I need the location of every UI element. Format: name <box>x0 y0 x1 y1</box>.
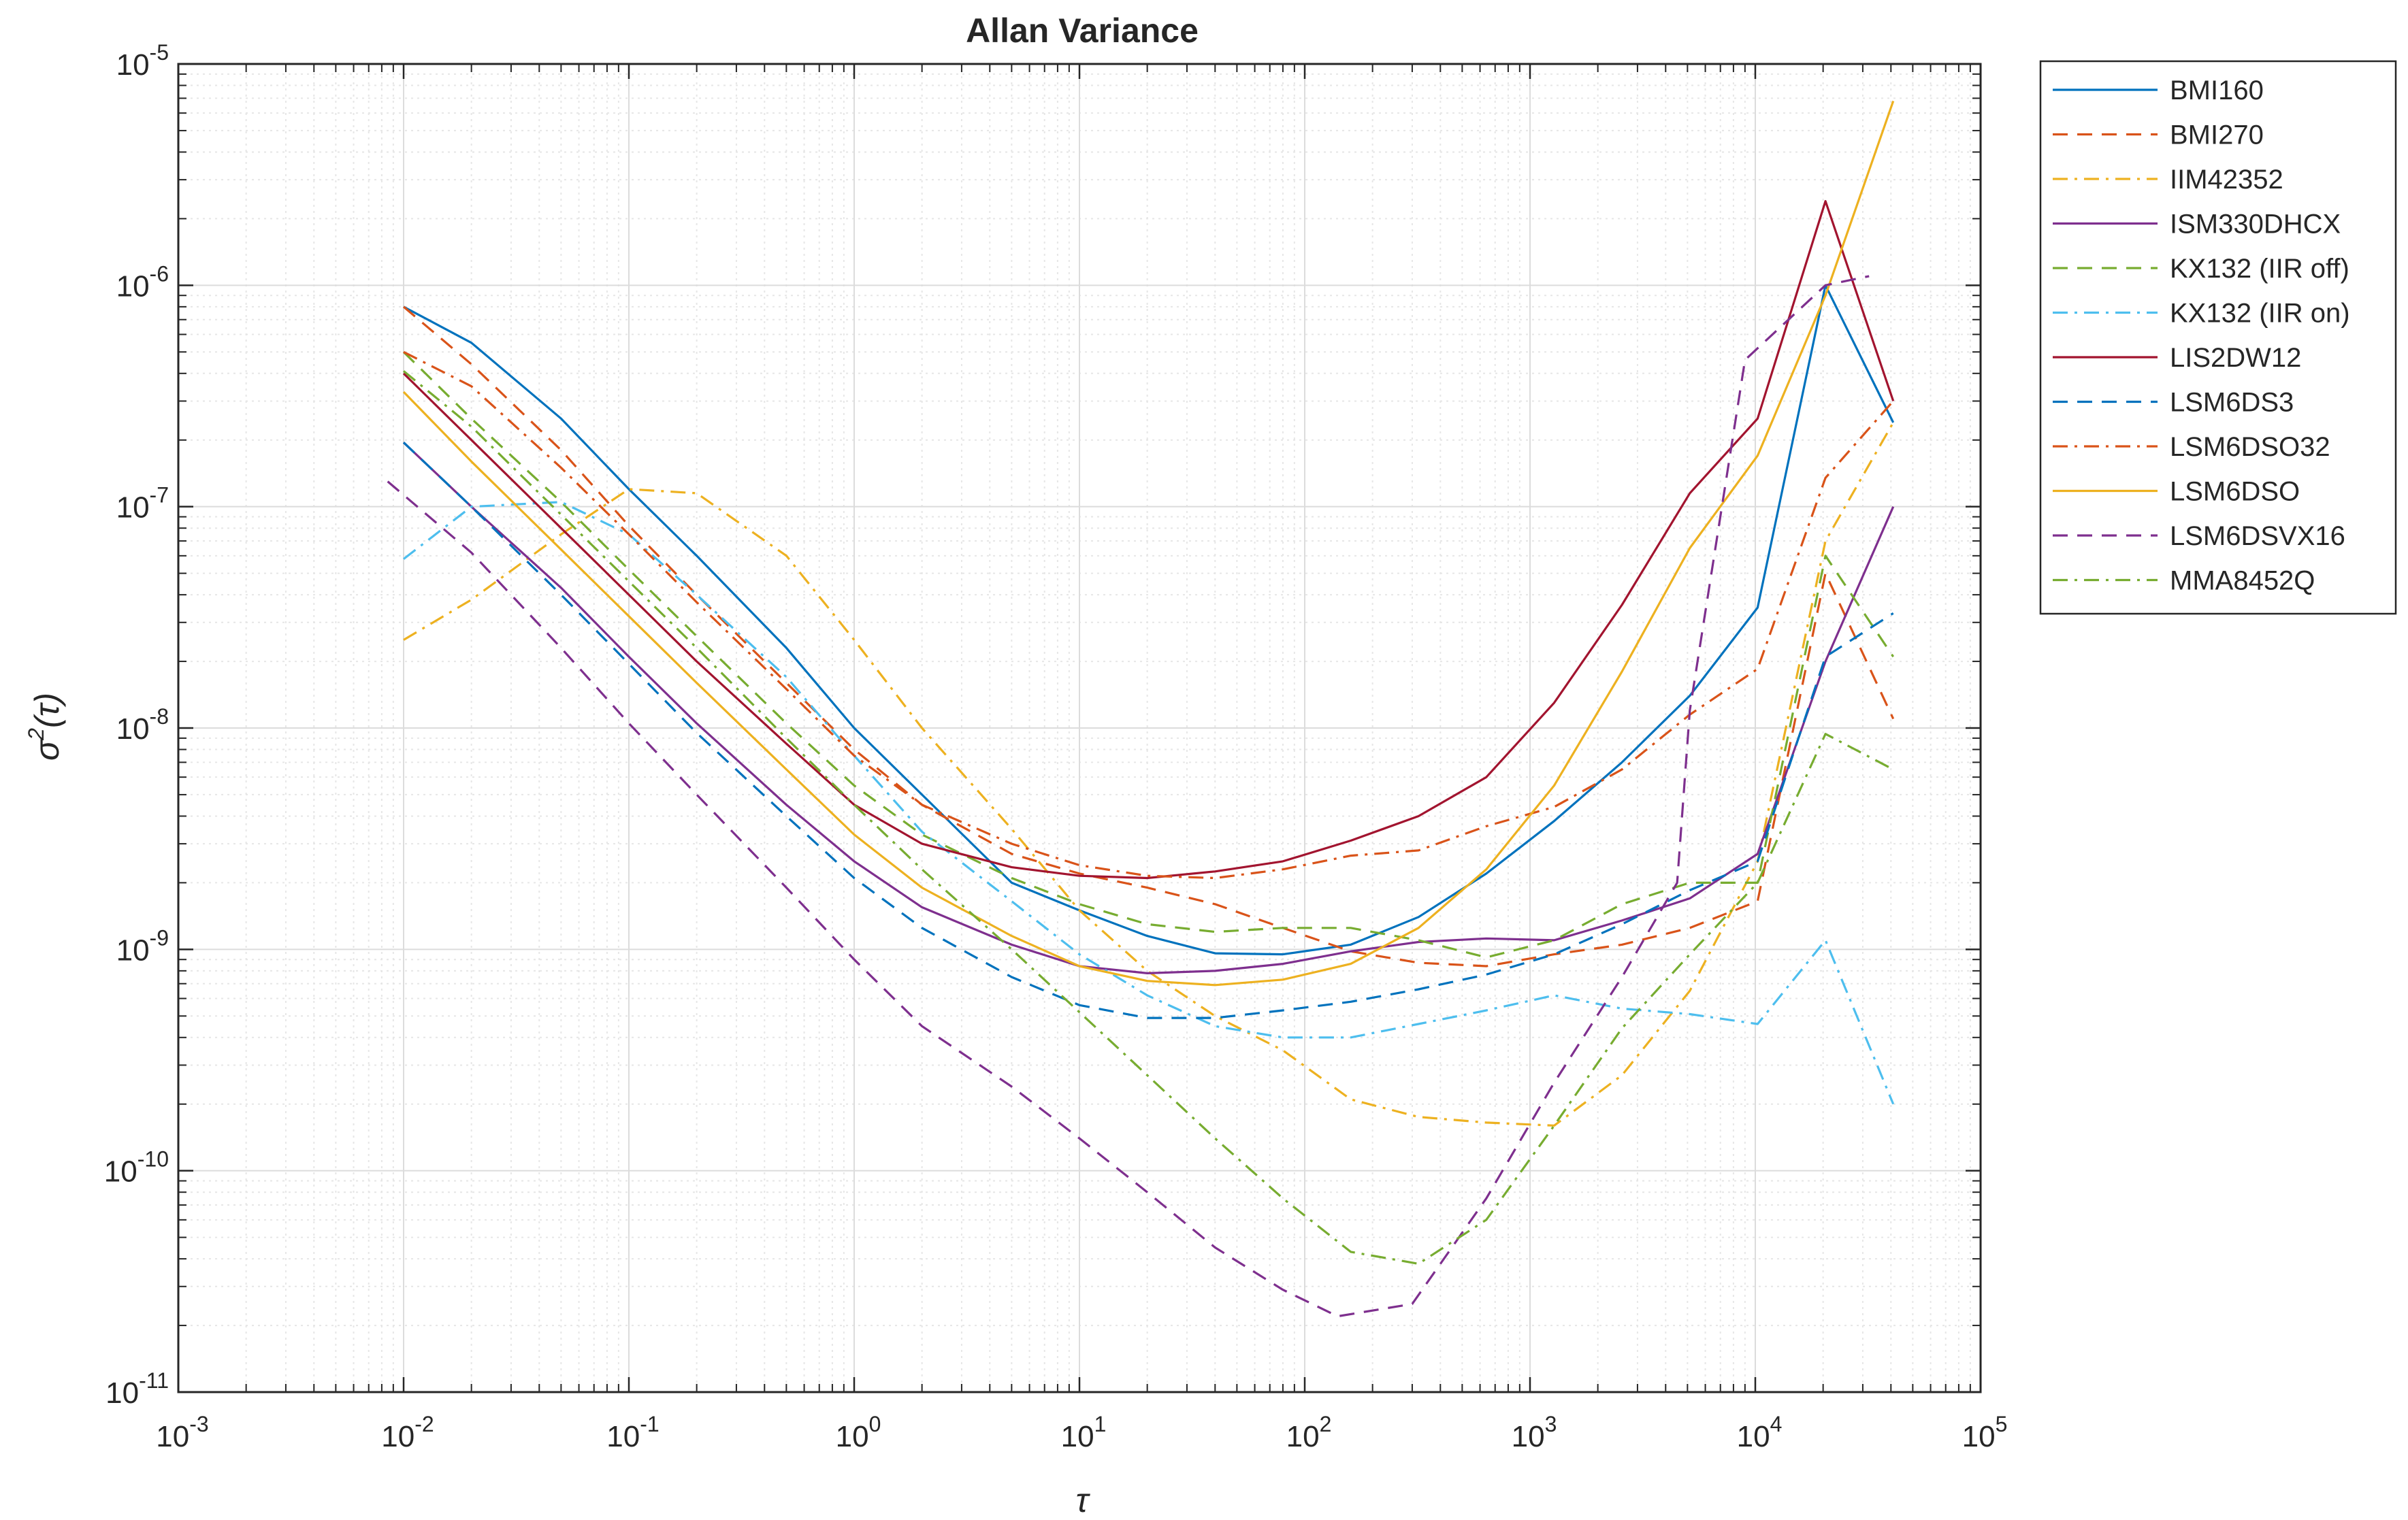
y-tick-exponent: -11 <box>139 1368 169 1393</box>
x-tick-label: 102 <box>1286 1412 1332 1453</box>
plot-lines <box>387 100 1895 1318</box>
y-tick-exponent: -7 <box>150 483 169 508</box>
x-tick-label: 10-1 <box>606 1412 659 1453</box>
legend-label-lis2dw12: LIS2DW12 <box>2170 343 2301 373</box>
y-tick-label: 10-7 <box>116 483 169 525</box>
x-tick-exponent: 5 <box>1996 1412 2008 1436</box>
y-tick-base: 10 <box>116 934 150 967</box>
series-line-lsm6dsvx16 <box>387 275 1870 1318</box>
y-axis-label: σ2(τ) <box>24 693 66 761</box>
y-tick-label: 10-10 <box>104 1147 169 1189</box>
series-line-bmi270 <box>402 305 1895 968</box>
y-axis-label-exponent: 2 <box>24 728 48 741</box>
x-tick-exponent: -1 <box>640 1412 659 1436</box>
series-line-kx132-iir-on <box>403 501 1895 1105</box>
y-tick-exponent: -10 <box>137 1147 169 1172</box>
x-tick-label: 10-2 <box>381 1412 434 1453</box>
x-tick-exponent: -2 <box>414 1412 434 1436</box>
series-line-ism330dhcx <box>402 442 1895 975</box>
y-tick-exponent: -5 <box>150 40 169 65</box>
x-tick-base: 10 <box>381 1420 414 1453</box>
series-line-lsm6dso <box>402 100 1895 987</box>
legend-label-lsm6dso32: LSM6DSO32 <box>2170 432 2330 462</box>
x-tick-label: 103 <box>1512 1412 1557 1453</box>
y-tick-label: 10-6 <box>116 261 169 303</box>
x-tick-base: 10 <box>606 1420 640 1453</box>
series-line-lis2dw12 <box>402 200 1895 880</box>
y-tick-exponent: -9 <box>150 925 169 950</box>
x-tick-label: 10-3 <box>156 1412 208 1453</box>
chart-title: Allan Variance <box>966 12 1199 50</box>
legend-label-mma8452q: MMA8452Q <box>2170 566 2315 596</box>
y-tick-base: 10 <box>116 712 150 746</box>
y-tick-base: 10 <box>116 269 150 303</box>
y-tick-base: 10 <box>116 48 150 82</box>
series-line-kx132-iir-off <box>402 351 1895 959</box>
legend-label-lsm6ds3: LSM6DS3 <box>2170 388 2294 418</box>
y-tick-base: 10 <box>116 491 150 525</box>
x-tick-label: 104 <box>1737 1412 1783 1453</box>
y-tick-base: 10 <box>105 1376 139 1410</box>
x-axis-label: τ <box>1076 1481 1091 1519</box>
x-tick-label: 101 <box>1061 1412 1107 1453</box>
x-tick-exponent: -3 <box>189 1412 208 1436</box>
x-tick-base: 10 <box>1962 1420 1996 1453</box>
series-line-lsm6ds3 <box>402 442 1894 1019</box>
y-tick-label: 10-8 <box>116 704 169 746</box>
x-tick-base: 10 <box>156 1420 189 1453</box>
legend-label-lsm6dso: LSM6DSO <box>2170 477 2300 507</box>
y-tick-exponent: -6 <box>150 261 169 286</box>
x-tick-exponent: 0 <box>869 1412 881 1436</box>
series-line-mma8452q <box>402 370 1894 1266</box>
legend: BMI160 BMI270 IIM42352 ISM330DHCX KX132 (IIR… <box>2039 60 2397 615</box>
series-line-lsm6dso32 <box>403 350 1894 880</box>
y-tick-base: 10 <box>104 1155 137 1189</box>
y-tick-label: 10-5 <box>116 40 169 82</box>
y-tick-exponent: -8 <box>150 704 169 729</box>
x-tick-label: 105 <box>1962 1412 2008 1453</box>
y-tick-label: 10-11 <box>105 1368 169 1410</box>
series-line-bmi160 <box>403 284 1895 956</box>
axis-ticks <box>177 63 1982 1393</box>
legend-label-bmi270: BMI270 <box>2170 120 2264 150</box>
x-tick-exponent: 4 <box>1770 1412 1783 1436</box>
legend-label-iim42352: IIM42352 <box>2170 165 2283 195</box>
legend-label-ism330dhcx: ISM330DHCX <box>2170 210 2341 239</box>
legend-box <box>2039 60 2397 615</box>
x-tick-exponent: 2 <box>1320 1412 1332 1436</box>
x-tick-base: 10 <box>836 1420 869 1453</box>
x-tick-exponent: 1 <box>1094 1412 1107 1436</box>
y-axis-label-base: σ <box>28 739 66 761</box>
x-tick-base: 10 <box>1286 1420 1320 1453</box>
series-line-iim42352 <box>403 422 1895 1127</box>
x-tick-labels: 10-3 10-2 10-1 100 101 102 103 104 105 <box>156 1412 2007 1453</box>
y-axis-label-argument: (τ) <box>28 693 66 728</box>
legend-label-lsm6dsvx16: LSM6DSVX16 <box>2170 521 2345 551</box>
legend-label-bmi160: BMI160 <box>2170 76 2264 105</box>
x-tick-base: 10 <box>1512 1420 1545 1453</box>
y-tick-label: 10-9 <box>116 925 169 967</box>
legend-label-kx132-iir-on: KX132 (IIR on) <box>2170 299 2350 329</box>
x-tick-base: 10 <box>1061 1420 1094 1453</box>
x-tick-exponent: 3 <box>1545 1412 1557 1436</box>
x-tick-base: 10 <box>1737 1420 1770 1453</box>
legend-label-kx132-iir-off: KX132 (IIR off) <box>2170 254 2349 284</box>
grid <box>178 63 1981 1393</box>
x-tick-label: 100 <box>836 1412 881 1453</box>
